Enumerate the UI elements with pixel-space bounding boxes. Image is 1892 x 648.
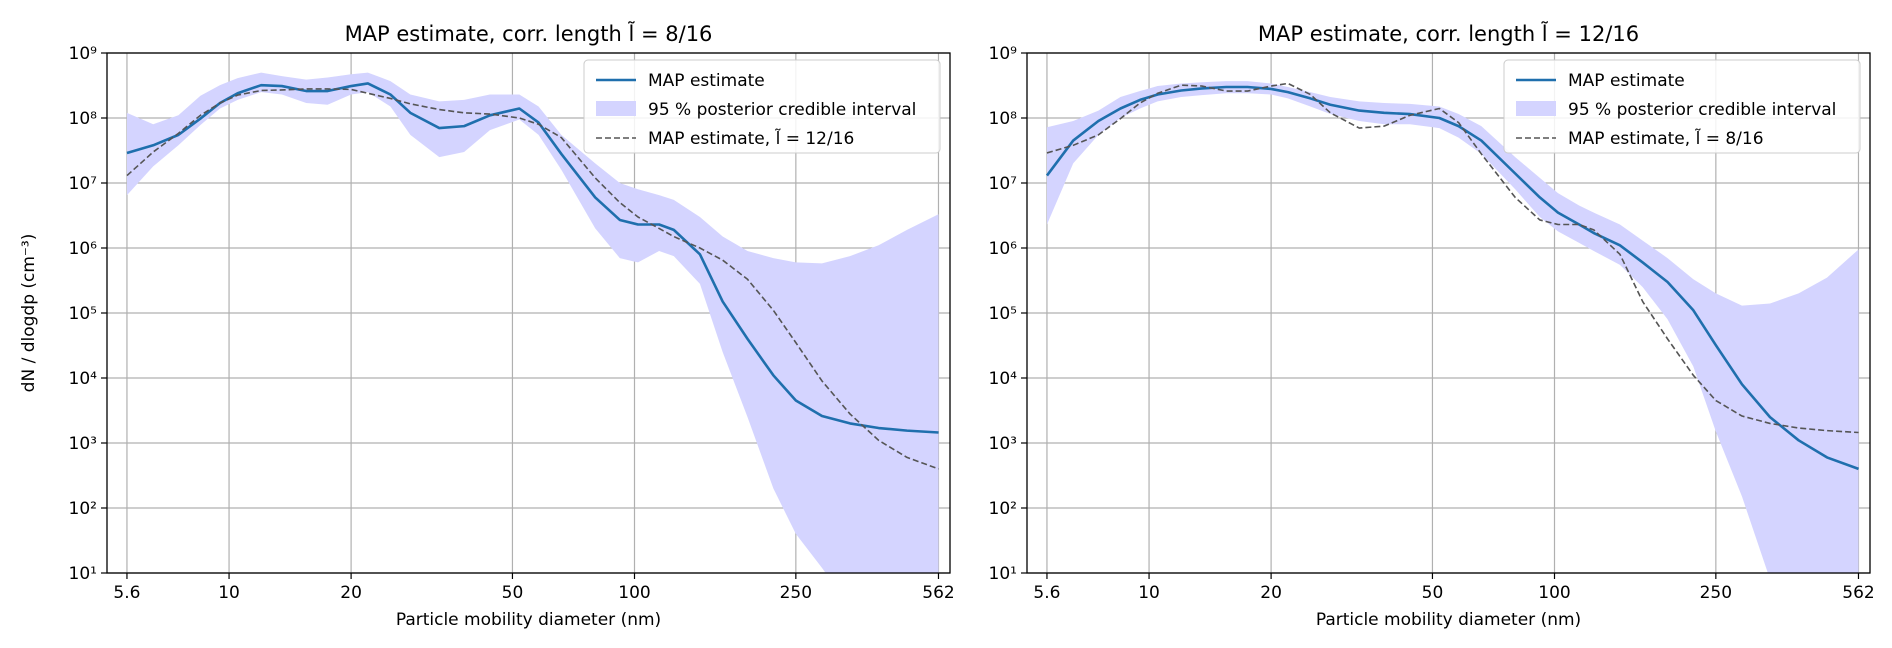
legend-entry-label: MAP estimate, l̃ = 8/16 — [1568, 128, 1764, 149]
legend-box — [1503, 59, 1861, 154]
y-tick-label: 10³ — [989, 434, 1017, 454]
y-tick-label: 10⁸ — [69, 109, 98, 129]
chart-panel-right: 5.6 10 20 50 100 250 562 10¹ 10² 10³ 10⁴ 10⁵ 10⁶ 10⁷ 1… — [989, 21, 1875, 630]
legend: MAP estimate 95 % posterior credible inte… — [1503, 59, 1861, 154]
x-tick-label: 10 — [1138, 583, 1160, 603]
y-tick-label: 10⁶ — [989, 239, 1018, 259]
credible-interval-band — [1046, 81, 1859, 573]
legend-swatch-band — [1516, 101, 1556, 116]
x-tick-label: 5.6 — [1033, 583, 1060, 603]
y-tick-label: 10⁷ — [989, 174, 1018, 194]
credible-interval-band — [126, 72, 939, 573]
legend-entry-label: MAP estimate — [648, 71, 765, 91]
legend-entry-label: 95 % posterior credible interval — [1568, 100, 1836, 120]
map-estimate-line — [1045, 85, 1859, 471]
x-tick-label: 250 — [1700, 583, 1732, 603]
chart-title: MAP estimate, corr. length l̃ = 12/16 — [1258, 21, 1639, 46]
legend-entry-label: MAP estimate — [1568, 71, 1685, 91]
comparison-map-line — [126, 88, 939, 470]
y-tick-label: 10⁷ — [69, 174, 98, 194]
x-tick-label: 50 — [1422, 583, 1444, 603]
y-tick-label: 10⁹ — [69, 44, 98, 64]
y-tick-label: 10² — [69, 499, 97, 519]
y-tick-label: 10⁸ — [989, 109, 1018, 129]
x-tick-label: 100 — [618, 583, 650, 603]
x-axis-label: Particle mobility diameter (nm) — [1316, 610, 1581, 630]
map-estimate-line — [126, 82, 939, 434]
legend-swatch-band — [596, 101, 636, 116]
chart-title: MAP estimate, corr. length l̃ = 8/16 — [345, 21, 713, 46]
y-tick-label: 10⁹ — [989, 44, 1018, 64]
x-tick-label: 10 — [218, 583, 240, 603]
chart-panel-left: 5.6 10 20 50 100 250 562 10¹ 10² 10³ 10⁴ 10⁵ 10⁶ 10⁷ 1… — [19, 21, 955, 630]
x-tick-label: 50 — [502, 583, 524, 603]
comparison-map-line — [1046, 82, 1859, 434]
x-tick-label: 20 — [1260, 583, 1282, 603]
legend-entry-label: 95 % posterior credible interval — [648, 100, 916, 120]
y-tick-label: 10⁶ — [69, 239, 98, 259]
x-tick-label: 5.6 — [113, 583, 140, 603]
x-tick-label: 562 — [1842, 583, 1874, 603]
plot-area — [1045, 81, 1859, 573]
x-tick-label: 562 — [922, 583, 954, 603]
y-tick-label: 10¹ — [69, 564, 97, 584]
y-tick-label: 10³ — [69, 434, 97, 454]
y-tick-label: 10² — [989, 499, 1017, 519]
legend: MAP estimate 95 % posterior credible inte… — [583, 59, 941, 154]
y-tick-label: 10⁴ — [69, 369, 98, 389]
x-tick-label: 250 — [780, 583, 812, 603]
x-tick-label: 20 — [340, 583, 362, 603]
x-axis-label: Particle mobility diameter (nm) — [396, 610, 661, 630]
y-tick-label: 10¹ — [989, 564, 1017, 584]
y-axis-label: dN / dlogdp (cm⁻³) — [19, 234, 39, 393]
y-tick-label: 10⁴ — [989, 369, 1018, 389]
y-tick-label: 10⁵ — [989, 304, 1017, 324]
legend-entry-label: MAP estimate, l̃ = 12/16 — [648, 128, 854, 149]
y-tick-label: 10⁵ — [69, 304, 97, 324]
x-tick-label: 100 — [1538, 583, 1570, 603]
legend-box — [583, 59, 941, 154]
plot-area — [126, 72, 939, 573]
